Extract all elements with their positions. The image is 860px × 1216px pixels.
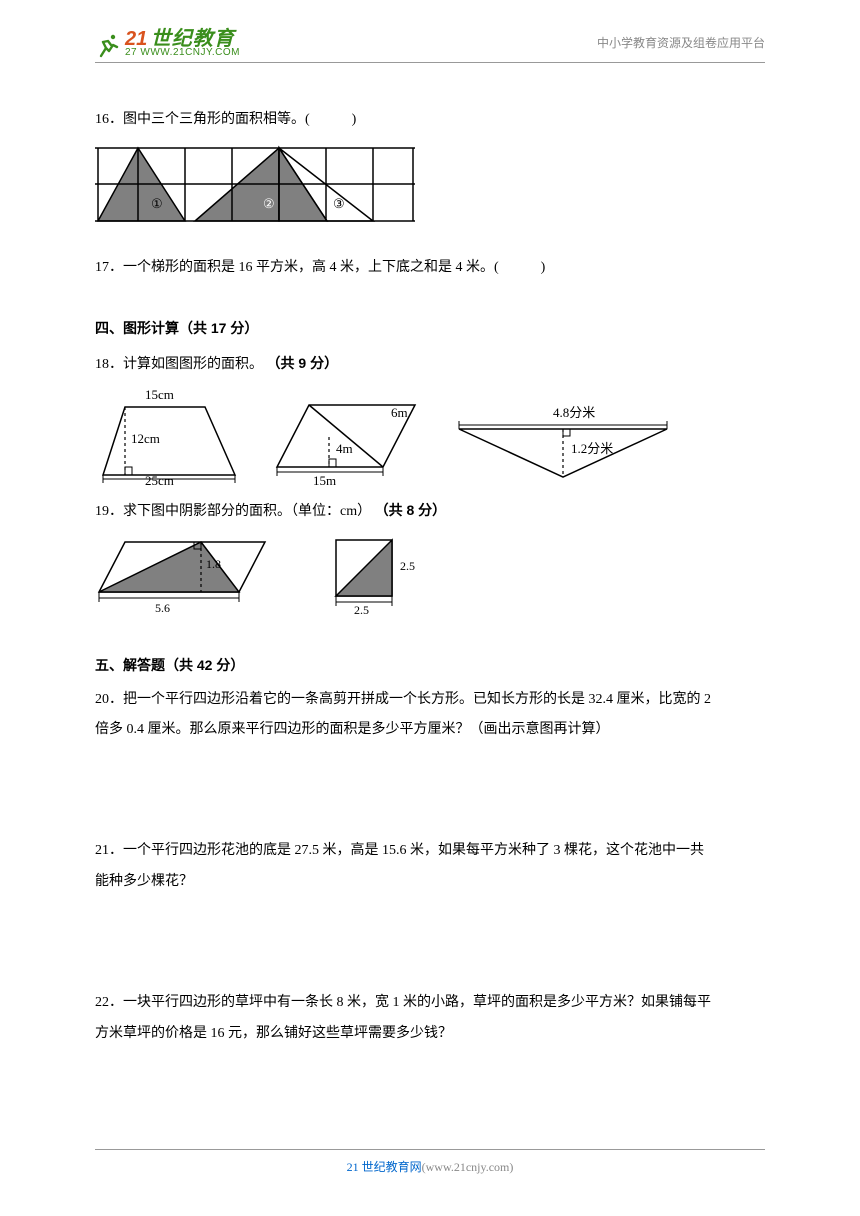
svg-text:②: ② [263, 196, 275, 211]
svg-text:③: ③ [333, 196, 345, 211]
q19-fig1: 1.8 5.6 [95, 534, 270, 614]
question-18: 18．计算如图图形的面积。 （共 9 分） [95, 348, 765, 381]
q18-fig3: 4.8分米 1.2分米 [453, 405, 673, 485]
footer-url: (www.21cnjy.com) [422, 1160, 514, 1174]
svg-text:4.8分米: 4.8分米 [553, 405, 595, 420]
q22-line2: 方米草坪的价格是 16 元，那么铺好这些草坪需要多少钱？ [95, 1019, 765, 1050]
logo-url: 27 WWW.21CNJY.COM [125, 47, 240, 58]
svg-text:12cm: 12cm [131, 431, 160, 446]
q20-line1: 20．把一个平行四边形沿着它的一条高剪开拼成一个长方形。已知长方形的长是 32.… [95, 685, 765, 716]
svg-text:25cm: 25cm [145, 473, 174, 485]
q19-fig2: 2.5 2.5 [330, 534, 440, 614]
q21-line1: 21．一个平行四边形花池的底是 27.5 米，高是 15.6 米，如果每平方米种… [95, 836, 765, 867]
svg-text:6m: 6m [391, 405, 408, 420]
q17-text: 17．一个梯形的面积是 16 平方米，高 4 米，上下底之和是 4 米。( ) [95, 260, 545, 275]
page-header: 21 世纪教育 27 WWW.21CNJY.COM 中小学教育资源及组卷应用平台 [95, 28, 765, 63]
q21-line2: 能种多少棵花？ [95, 867, 765, 898]
q18-fig1: 15cm 12cm 25cm [95, 387, 243, 485]
page-footer: 21 世纪教育网(www.21cnjy.com) [95, 1149, 765, 1180]
logo: 21 世纪教育 27 WWW.21CNJY.COM [95, 28, 240, 58]
question-21: 21．一个平行四边形花池的底是 27.5 米，高是 15.6 米，如果每平方米种… [95, 836, 765, 898]
section-4-header: 四、图形计算（共 17 分） [95, 313, 765, 344]
footer-name: 21 世纪教育网 [347, 1160, 422, 1174]
svg-text:15cm: 15cm [145, 387, 174, 402]
q16-figure: ① ② ③ [95, 142, 765, 241]
question-17: 17．一个梯形的面积是 16 平方米，高 4 米，上下底之和是 4 米。( ) [95, 253, 765, 284]
q18-fig2: 6m 4m 15m [273, 393, 423, 485]
q19-text: 19．求下图中阴影部分的面积。（单位：cm） [95, 504, 371, 519]
svg-text:①: ① [151, 196, 163, 211]
svg-text:1.2分米: 1.2分米 [571, 441, 613, 456]
section-5-header: 五、解答题（共 42 分） [95, 650, 765, 681]
svg-text:2.5: 2.5 [354, 603, 369, 614]
q18-points: （共 9 分） [267, 355, 339, 371]
svg-text:4m: 4m [336, 441, 353, 456]
question-20: 20．把一个平行四边形沿着它的一条高剪开拼成一个长方形。已知长方形的长是 32.… [95, 685, 765, 747]
q16-text: 16．图中三个三角形的面积相等。( ) [95, 112, 356, 127]
svg-text:5.6: 5.6 [155, 601, 170, 614]
svg-text:1.8: 1.8 [206, 557, 221, 571]
svg-text:2.5: 2.5 [400, 559, 415, 573]
runner-icon [95, 32, 121, 58]
q19-figures: 1.8 5.6 2.5 2.5 [95, 534, 765, 614]
question-16: 16．图中三个三角形的面积相等。( ) [95, 105, 765, 136]
q22-line1: 22．一块平行四边形的草坪中有一条长 8 米，宽 1 米的小路，草坪的面积是多少… [95, 988, 765, 1019]
svg-text:15m: 15m [313, 473, 336, 485]
header-right-text: 中小学教育资源及组卷应用平台 [597, 30, 765, 56]
q18-figures: 15cm 12cm 25cm 6m 4m 15m 4.8分米 1.2分米 [95, 387, 765, 485]
q18-text: 18．计算如图图形的面积。 [95, 357, 263, 372]
question-22: 22．一块平行四边形的草坪中有一条长 8 米，宽 1 米的小路，草坪的面积是多少… [95, 988, 765, 1050]
q20-line2: 倍多 0.4 厘米。那么原来平行四边形的面积是多少平方厘米？（画出示意图再计算） [95, 715, 765, 746]
question-19: 19．求下图中阴影部分的面积。（单位：cm） （共 8 分） [95, 495, 765, 528]
q19-points: （共 8 分） [375, 502, 447, 518]
